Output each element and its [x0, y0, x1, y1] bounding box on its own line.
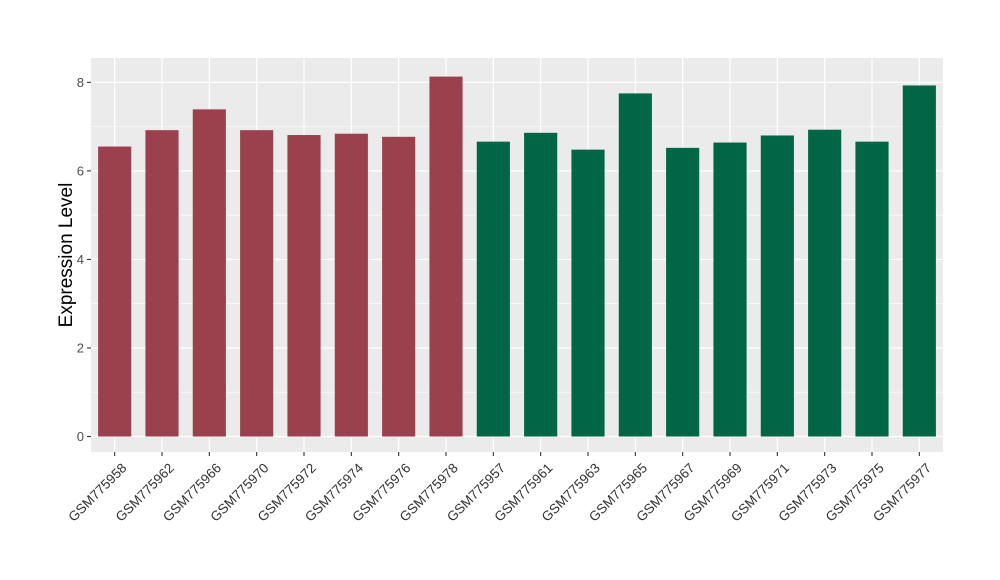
- bar-GSM775958: [98, 146, 132, 437]
- bar-GSM775969: [713, 142, 747, 437]
- bar-GSM775976: [382, 136, 416, 437]
- bar-GSM775974: [334, 133, 368, 437]
- plot-panel: [91, 58, 943, 452]
- y-tick-label: 2: [77, 340, 84, 355]
- y-tick-label: 0: [77, 429, 84, 444]
- y-axis: 0 2 4 6 8: [77, 75, 91, 444]
- bar-GSM775978: [429, 76, 463, 437]
- bar-GSM775963: [571, 149, 605, 437]
- y-tick-label: 8: [77, 75, 84, 90]
- bar-GSM775977: [902, 85, 936, 437]
- minor-gridlines: [91, 126, 943, 393]
- y-axis-title: Expression Level: [56, 183, 77, 328]
- bar-GSM775965: [618, 93, 652, 437]
- bar-GSM775966: [192, 109, 226, 437]
- bar-GSM775971: [760, 135, 794, 437]
- y-tick-label: 4: [77, 252, 84, 267]
- bar-GSM775962: [145, 130, 179, 437]
- bar-GSM775973: [808, 129, 842, 437]
- bar-GSM775957: [476, 141, 510, 437]
- bar-GSM775967: [666, 147, 700, 437]
- y-tick-label: 6: [77, 163, 84, 178]
- bar-GSM775975: [855, 141, 889, 437]
- bar-GSM775970: [240, 130, 274, 437]
- x-axis: GSM775958GSM775962GSM775966GSM775970GSM7…: [65, 452, 934, 525]
- bar-GSM775961: [524, 132, 558, 437]
- bar-GSM775972: [287, 135, 321, 437]
- bars: [98, 76, 936, 437]
